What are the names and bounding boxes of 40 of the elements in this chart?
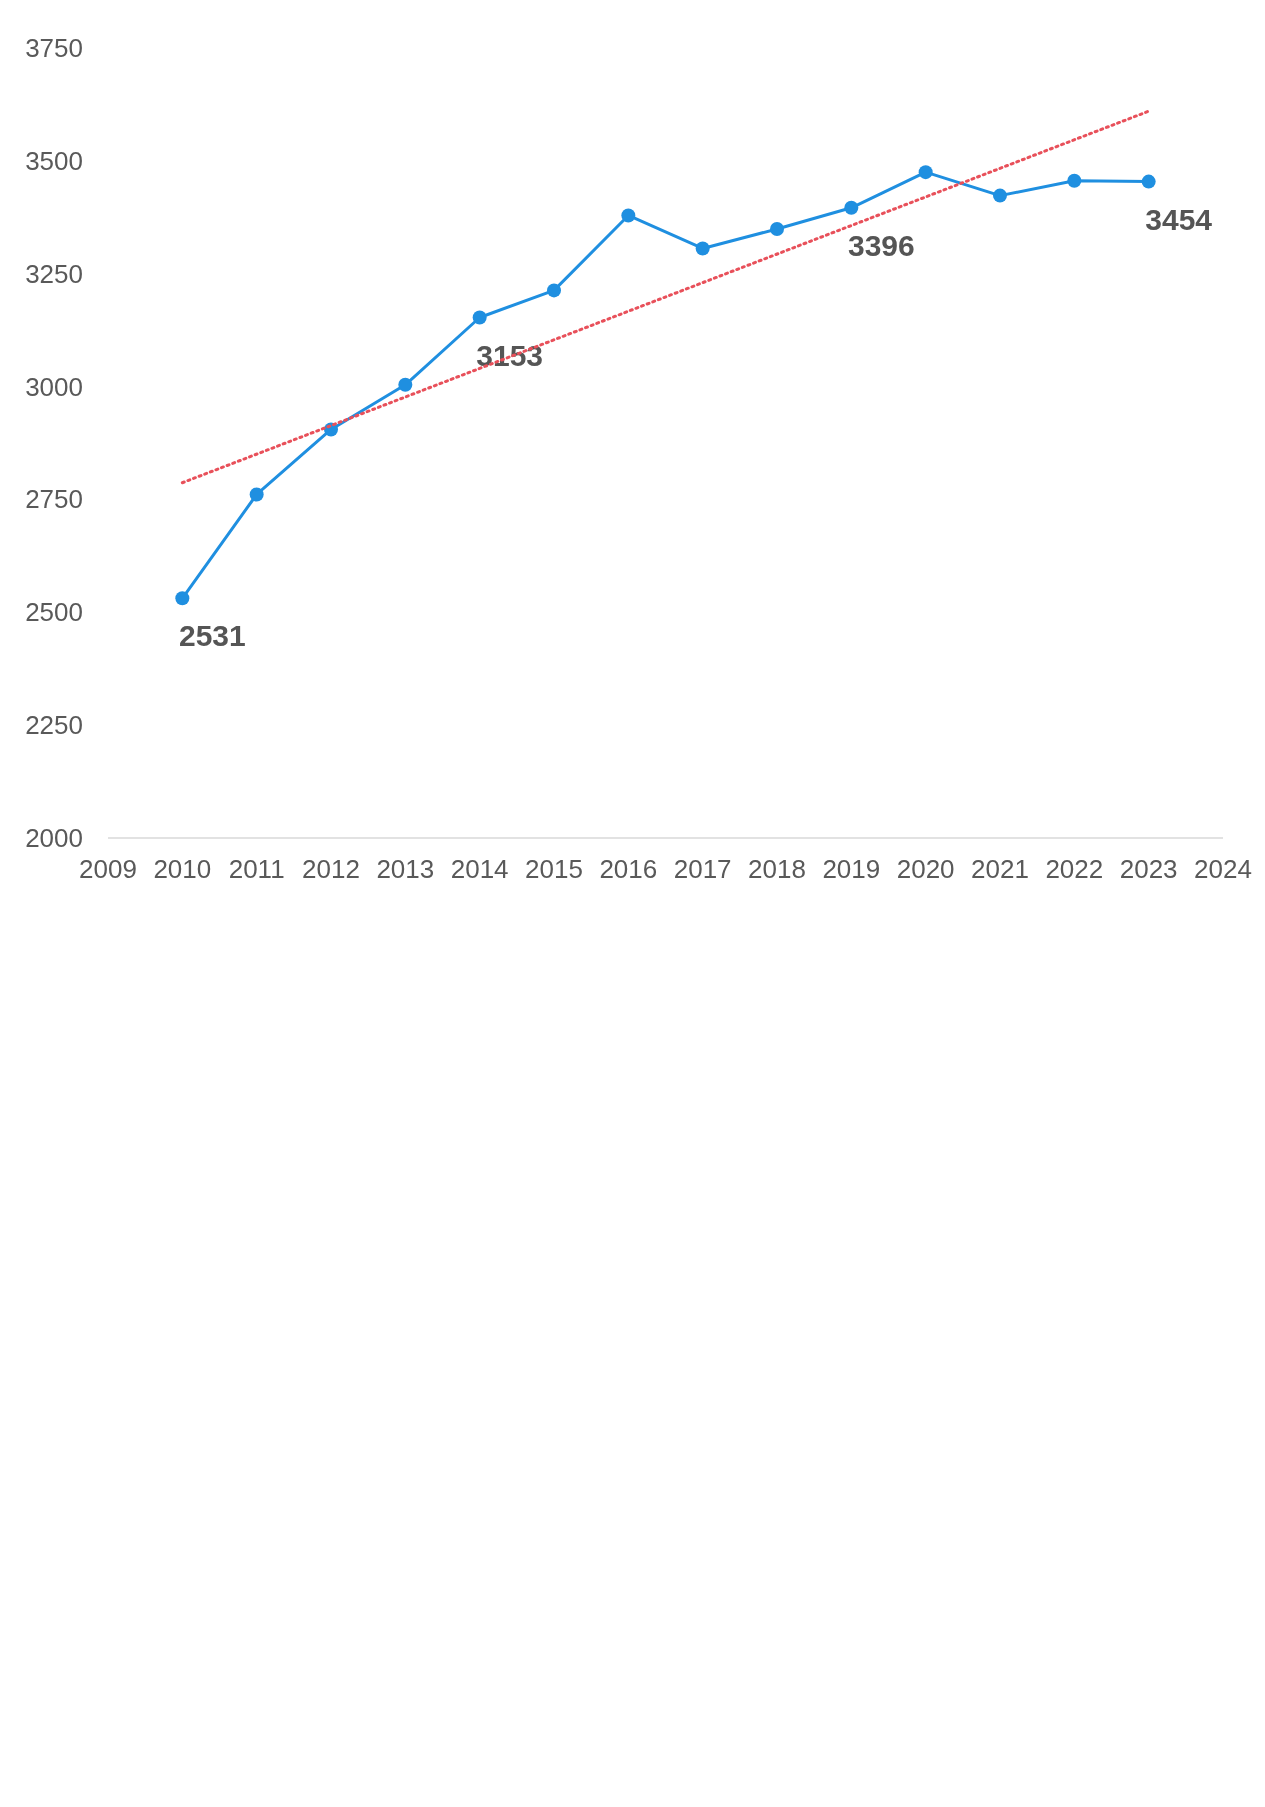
x-tick-label: 2010 [153,854,212,884]
x-tick-label: 2015 [525,854,583,884]
point [993,188,1007,203]
x-tick-label: 2013 [376,854,435,884]
x-tick-label: 2024 [1194,854,1252,884]
x-tick-label: 2022 [1045,854,1104,884]
data-label: 2531 [178,619,246,653]
y-tick-label: 3000 [25,371,83,402]
data-label: 3454 [1145,202,1213,236]
y-tick-label: 2000 [25,823,83,853]
point [918,165,933,180]
point [547,283,561,298]
x-tick-label: 2018 [748,854,806,884]
point [621,208,636,223]
point [175,591,190,606]
x-tick-label: 2023 [1119,854,1178,884]
point [844,200,859,215]
y-tick-label: 3250 [25,258,83,289]
point [398,377,413,392]
point [770,222,784,237]
x-tick-label: 2020 [896,854,955,884]
x-tick-label: 2011 [228,854,285,884]
point [695,241,710,256]
point [472,310,487,325]
y-tick-label: 3500 [25,145,83,176]
y-tick-label: 3750 [25,33,83,63]
point [1067,173,1082,188]
x-tick-label: 2017 [673,854,732,884]
y-tick-label: 2750 [25,484,83,515]
point [1141,174,1156,189]
x-tick-label: 2012 [302,854,360,884]
y-tick-label: 2500 [25,597,83,628]
y-tick-label: 2250 [25,710,83,741]
x-tick-label: 2014 [450,854,509,884]
x-tick-label: 2019 [822,854,881,884]
x-tick-label: 2016 [599,854,658,884]
point [249,487,264,502]
data-label: 3396 [847,228,915,262]
x-tick-label: 2021 [971,854,1029,884]
x-tick-label: 2009 [79,854,137,884]
